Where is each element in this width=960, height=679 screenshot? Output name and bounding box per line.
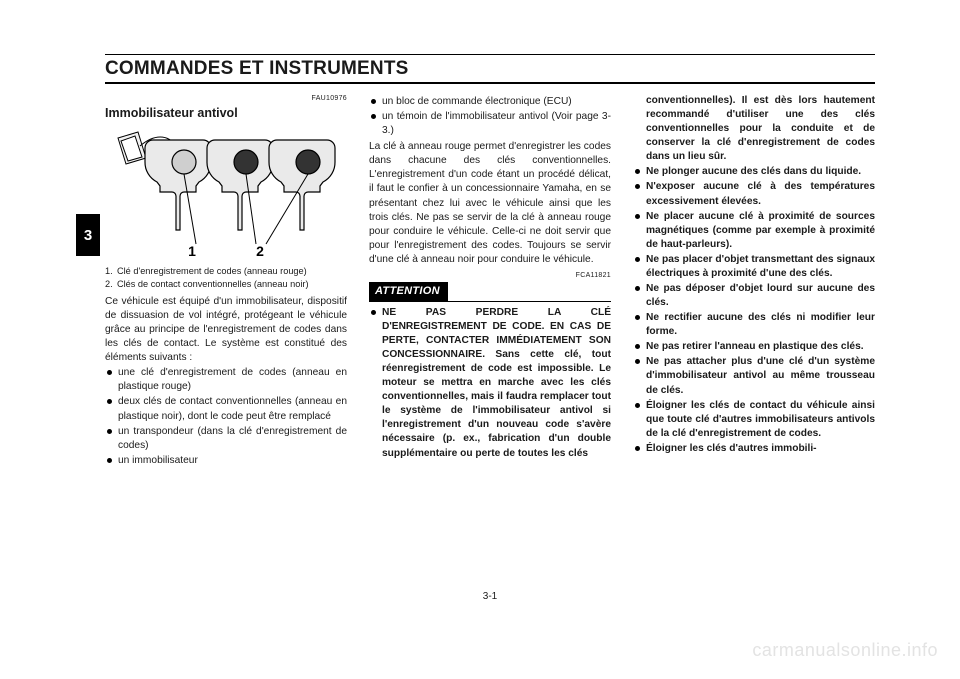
section-title: Immobilisateur antivol: [105, 105, 347, 122]
list-item: Ne pas retirer l'anneau en plastique des…: [633, 340, 875, 354]
attention-box: ATTENTION NE PAS PERDRE LA CLÉ D'ENREGIS…: [369, 282, 611, 461]
list-item: Éloigner les clés d'autres immobili-: [633, 442, 875, 456]
list-item: un transpondeur (dans la clé d'enregistr…: [105, 425, 347, 453]
chapter-side-tab: 3: [76, 214, 100, 256]
figure-caption-1-text: Clé d'enregistrement de codes (anneau ro…: [117, 266, 347, 278]
list-item: Ne pas attacher plus d'une clé d'un syst…: [633, 355, 875, 397]
figure-caption-1-num: 1.: [105, 266, 117, 278]
figure-caption-1: 1. Clé d'enregistrement de codes (anneau…: [105, 266, 347, 278]
page-number: 3-1: [105, 591, 875, 602]
chapter-title: COMMANDES ET INSTRUMENTS: [105, 55, 875, 82]
figure-caption-2-text: Clés de contact conventionnelles (anneau…: [117, 279, 347, 291]
callout-2: 2: [256, 243, 264, 259]
list-item: un immobilisateur: [105, 454, 347, 468]
list-item: deux clés de contact conventionnelles (a…: [105, 395, 347, 423]
list-item: N'exposer aucune clé à des températures …: [633, 180, 875, 208]
list-item: Ne pas placer d'objet transmettant des s…: [633, 253, 875, 281]
rule-under-title: [105, 82, 875, 84]
watermark: carmanualsonline.info: [752, 640, 938, 661]
ref-code: FAU10976: [105, 94, 347, 104]
page-content: COMMANDES ET INSTRUMENTS FAU10976 Immobi…: [105, 54, 875, 614]
list-item: un bloc de commande électronique (ECU): [369, 95, 611, 109]
list-item: Éloigner les clés de contact du véhicule…: [633, 399, 875, 441]
columns: FAU10976 Immobilisateur antivol: [105, 94, 875, 468]
col1-bullet-list: une clé d'enregistrement de codes (annea…: [105, 366, 347, 468]
keys-svg: 1 2: [110, 128, 342, 260]
col3-bullets: Ne plonger aucune des clés dans du liqui…: [633, 165, 875, 456]
list-item: NE PAS PERDRE LA CLÉ D'ENREGISTREMENT DE…: [369, 306, 611, 461]
list-item: Ne placer aucune clé à proximité de sour…: [633, 210, 875, 252]
attention-label: ATTENTION: [369, 282, 448, 301]
manual-page: 3 COMMANDES ET INSTRUMENTS FAU10976 Immo…: [0, 0, 960, 679]
col3-continuation: conventionnelles). Il est dès lors haute…: [633, 94, 875, 164]
column-3: conventionnelles). Il est dès lors haute…: [633, 94, 875, 468]
attention-bullets: NE PAS PERDRE LA CLÉ D'ENREGISTREMENT DE…: [369, 306, 611, 461]
col2-top-bullets: un bloc de commande électronique (ECU) u…: [369, 95, 611, 138]
col1-paragraph: Ce véhicule est équipé d'un immobilisate…: [105, 295, 347, 365]
col2-paragraph: La clé à anneau rouge permet d'enregistr…: [369, 140, 611, 267]
list-item: une clé d'enregistrement de codes (annea…: [105, 366, 347, 394]
column-2: un bloc de commande électronique (ECU) u…: [369, 94, 611, 468]
list-item: un témoin de l'immobilisateur antivol (V…: [369, 110, 611, 138]
keys-figure: 1 2: [110, 128, 342, 260]
attention-rule: [369, 301, 611, 302]
column-1: FAU10976 Immobilisateur antivol: [105, 94, 347, 468]
chapter-side-tab-number: 3: [84, 227, 92, 244]
figure-caption-2: 2. Clés de contact conventionnelles (ann…: [105, 279, 347, 291]
list-item: Ne rectifier aucune des clés ni modifier…: [633, 311, 875, 339]
list-item: Ne pas déposer d'objet lourd sur aucune …: [633, 282, 875, 310]
callout-1: 1: [188, 243, 196, 259]
figure-caption-2-num: 2.: [105, 279, 117, 291]
list-item: Ne plonger aucune des clés dans du liqui…: [633, 165, 875, 179]
attention-code: FCA11821: [369, 271, 611, 281]
